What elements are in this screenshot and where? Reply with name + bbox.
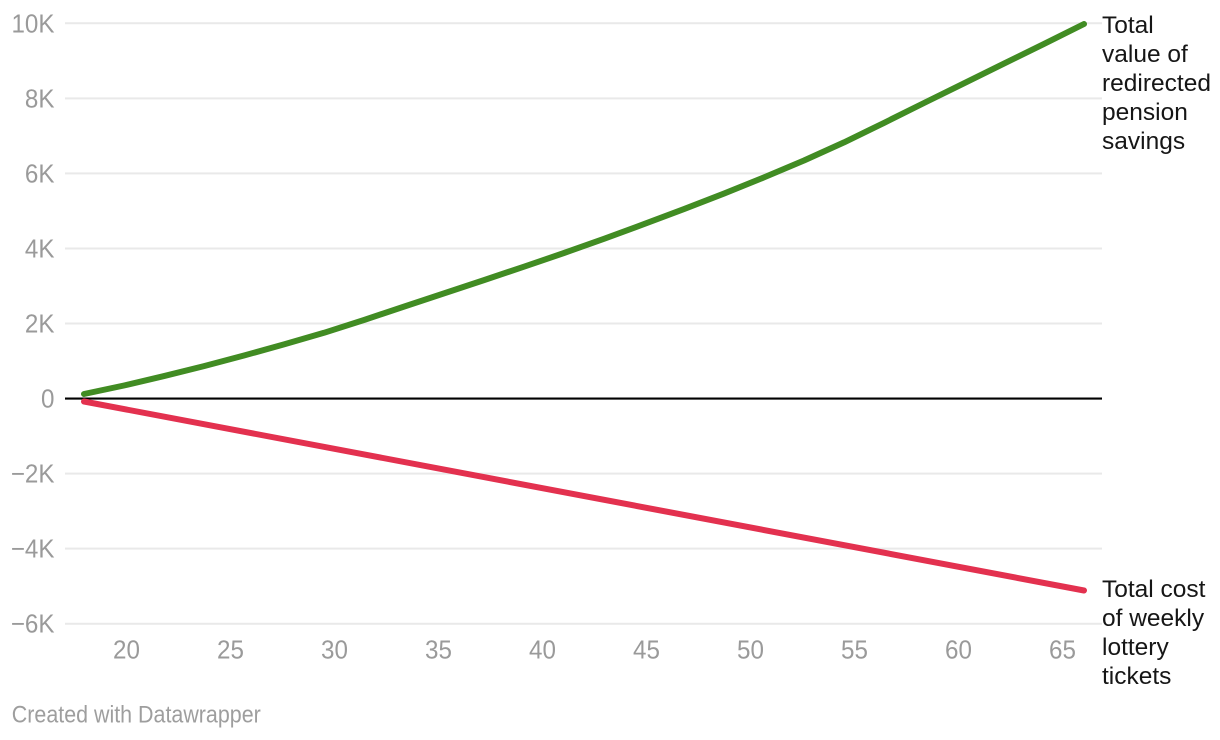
svg-text:Created with Datawrapper: Created with Datawrapper: [12, 700, 261, 727]
svg-text:40: 40: [529, 636, 556, 665]
svg-text:value of: value of: [1102, 41, 1188, 68]
svg-text:pension: pension: [1102, 99, 1188, 126]
svg-text:8K: 8K: [25, 85, 55, 114]
svg-text:25: 25: [217, 636, 244, 665]
svg-text:0: 0: [41, 385, 54, 414]
svg-text:35: 35: [425, 636, 452, 665]
svg-text:4K: 4K: [25, 235, 55, 264]
svg-text:−6K: −6K: [11, 610, 55, 639]
svg-text:2K: 2K: [25, 310, 55, 339]
svg-text:55: 55: [841, 636, 868, 665]
svg-text:−2K: −2K: [11, 460, 55, 489]
svg-text:Total: Total: [1102, 12, 1154, 39]
svg-text:45: 45: [633, 636, 660, 665]
svg-text:Total cost: Total cost: [1102, 576, 1206, 603]
svg-text:savings: savings: [1102, 128, 1185, 155]
svg-text:10K: 10K: [11, 10, 54, 39]
svg-text:redirected: redirected: [1102, 70, 1211, 97]
svg-text:−4K: −4K: [11, 535, 55, 564]
svg-text:6K: 6K: [25, 160, 55, 189]
svg-text:lottery: lottery: [1102, 634, 1169, 661]
svg-text:20: 20: [113, 636, 140, 665]
svg-text:30: 30: [321, 636, 348, 665]
svg-text:60: 60: [945, 636, 972, 665]
svg-text:65: 65: [1049, 636, 1076, 665]
svg-text:50: 50: [737, 636, 764, 665]
svg-text:tickets: tickets: [1102, 663, 1171, 690]
svg-text:of weekly: of weekly: [1102, 605, 1205, 632]
